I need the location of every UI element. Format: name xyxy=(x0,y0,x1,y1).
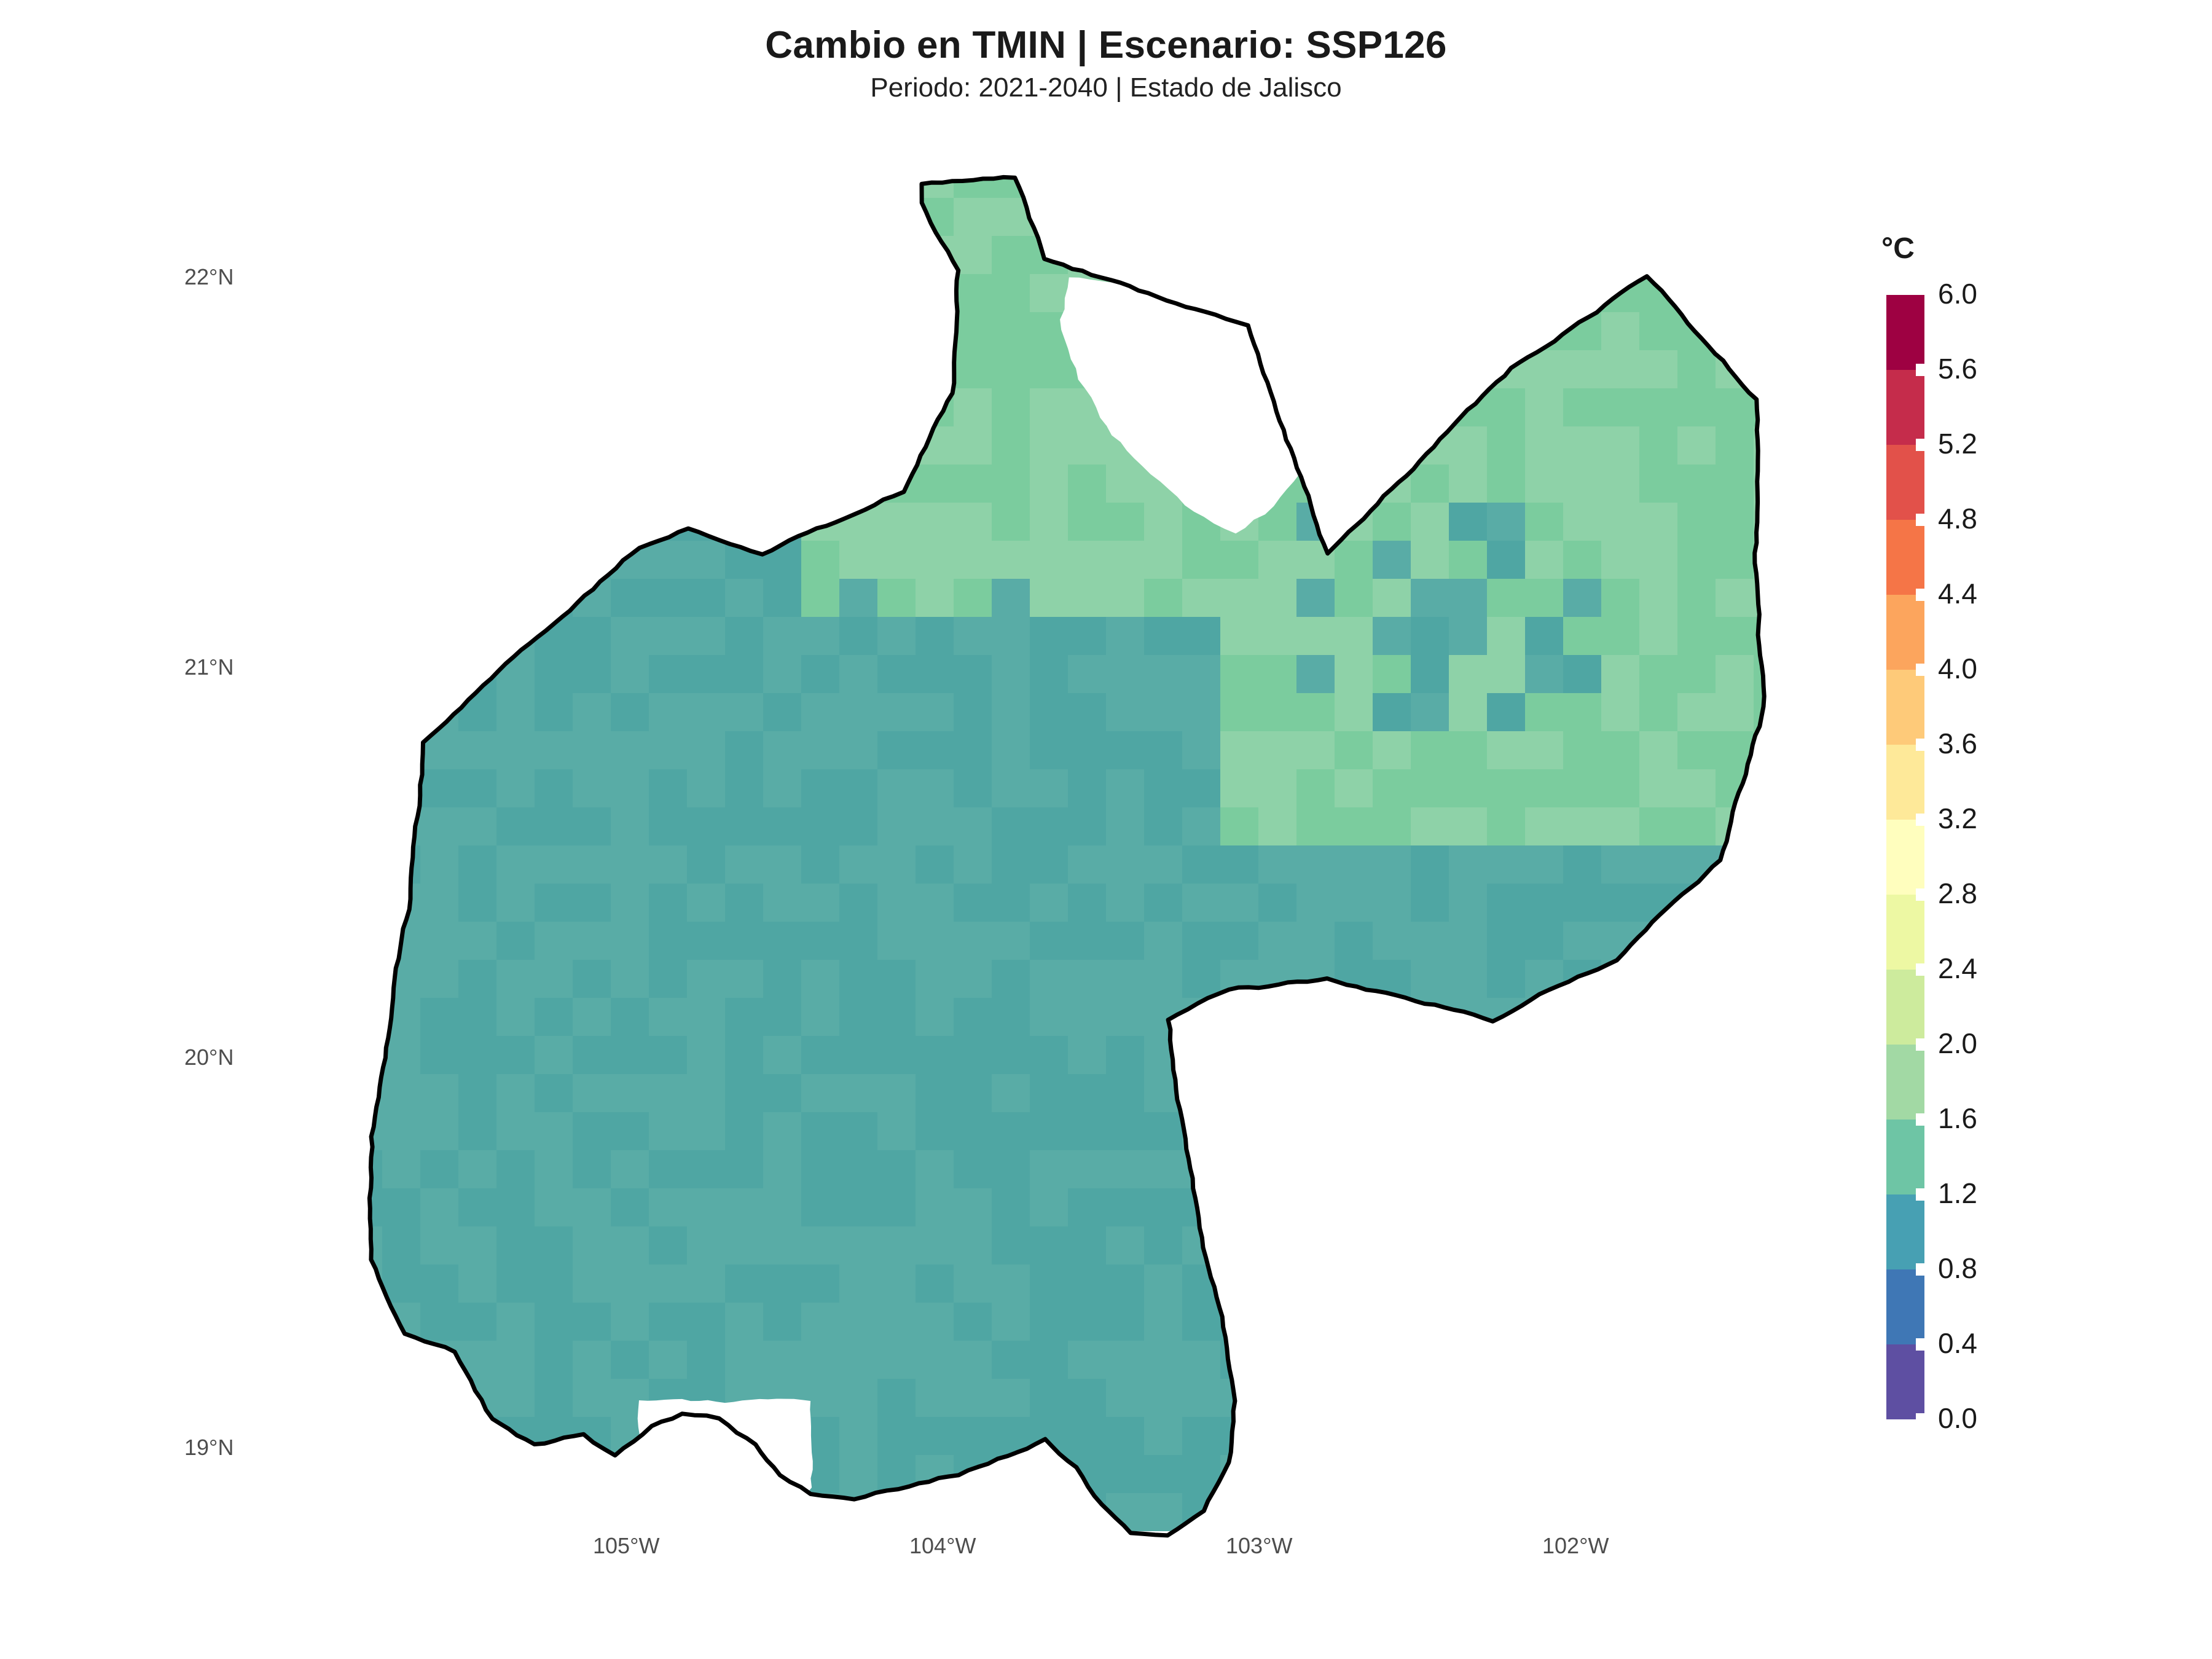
svg-text:4.8: 4.8 xyxy=(1938,503,1977,535)
svg-text:2.0: 2.0 xyxy=(1938,1027,1977,1059)
svg-text:6.0: 6.0 xyxy=(1938,278,1977,310)
svg-text:3.6: 3.6 xyxy=(1938,728,1977,759)
svg-text:4.0: 4.0 xyxy=(1938,653,1977,684)
svg-text:2.8: 2.8 xyxy=(1938,877,1977,909)
svg-text:0.0: 0.0 xyxy=(1938,1402,1977,1434)
svg-text:3.2: 3.2 xyxy=(1938,802,1977,834)
svg-text:2.4: 2.4 xyxy=(1938,952,1977,984)
svg-text:0.8: 0.8 xyxy=(1938,1252,1977,1284)
svg-text:5.2: 5.2 xyxy=(1938,428,1977,460)
svg-text:1.6: 1.6 xyxy=(1938,1102,1977,1134)
svg-text:4.4: 4.4 xyxy=(1938,578,1977,610)
svg-text:°C: °C xyxy=(1881,232,1915,265)
svg-text:1.2: 1.2 xyxy=(1938,1177,1977,1209)
svg-text:5.6: 5.6 xyxy=(1938,353,1977,385)
svg-text:0.4: 0.4 xyxy=(1938,1327,1977,1359)
